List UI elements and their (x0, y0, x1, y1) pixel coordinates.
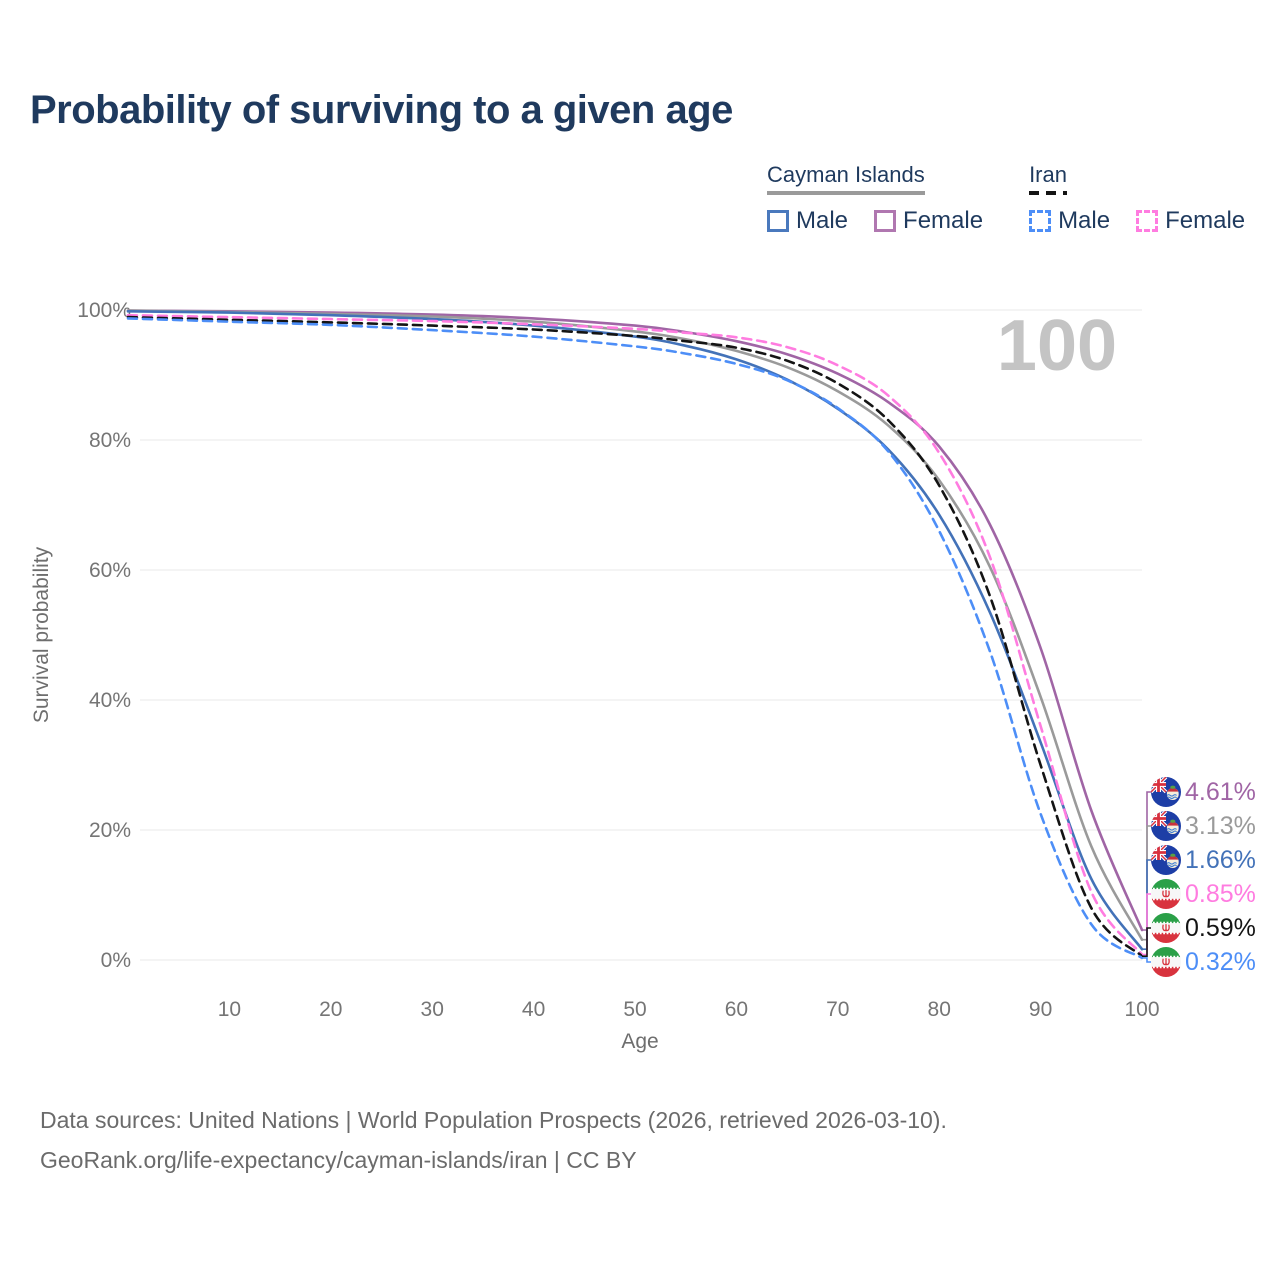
end-connector-iran-female (1142, 893, 1151, 956)
legend-group-cayman-islands: Cayman Islands Male Female (767, 162, 983, 235)
legend-underline-cayman-islands (767, 191, 925, 195)
y-tick-label: 80% (89, 429, 131, 452)
iran-flag-icon (1151, 913, 1181, 943)
cayman-islands-flag-icon (1151, 777, 1181, 807)
y-tick-label: 40% (89, 689, 131, 712)
x-tick-label: 30 (421, 998, 444, 1021)
legend-underline-iran (1029, 191, 1067, 195)
x-tick-label: 10 (218, 998, 241, 1021)
legend-item-label: Female (1165, 207, 1246, 234)
cayman-islands-flag-icon (1151, 845, 1181, 875)
legend: Cayman Islands Male Female Iran (767, 162, 1245, 235)
series-line-iran-male[interactable] (126, 317, 1144, 960)
legend-country-name-cayman-islands: Cayman Islands (767, 162, 925, 187)
legend-country-name-iran: Iran (1029, 162, 1067, 187)
end-value-label-iran-female: 0.85% (1185, 880, 1256, 908)
solid-swatch-icon (874, 210, 897, 232)
y-axis-title: Survival probability (30, 546, 53, 723)
x-tick-label: 70 (826, 998, 849, 1021)
legend-item-cayman-male[interactable]: Male (767, 207, 848, 235)
legend-item-label: Female (903, 207, 984, 234)
legend-item-iran-male[interactable]: Male (1029, 207, 1110, 235)
x-tick-label: 20 (319, 998, 342, 1021)
x-tick-label: 40 (522, 998, 545, 1021)
legend-item-cayman-female[interactable]: Female (874, 207, 983, 235)
page-title: Probability of surviving to a given age (30, 88, 733, 132)
cayman-islands-flag-icon (1151, 811, 1181, 841)
x-tick-label: 50 (623, 998, 646, 1021)
dashed-swatch-icon (1029, 210, 1052, 232)
data-sources-line: Data sources: United Nations | World Pop… (40, 1107, 947, 1133)
y-tick-label: 20% (89, 819, 131, 842)
dashed-swatch-icon (1136, 210, 1159, 232)
legend-item-iran-female[interactable]: Female (1136, 207, 1245, 235)
legend-item-label: Male (1058, 207, 1111, 234)
iran-flag-icon (1151, 879, 1181, 909)
series-line-cayman-islands[interactable] (126, 309, 1144, 941)
x-axis-title: Age (621, 1030, 658, 1053)
end-connector-iran (1142, 927, 1151, 957)
age-watermark: 100 (997, 306, 1117, 386)
y-tick-label: 100% (77, 299, 131, 322)
end-value-label-cayman-islands-male: 1.66% (1185, 846, 1256, 874)
end-value-label-iran: 0.59% (1185, 914, 1256, 942)
end-value-label-iran-male: 0.32% (1185, 948, 1256, 976)
y-tick-label: 60% (89, 559, 131, 582)
x-tick-label: 90 (1029, 998, 1052, 1021)
footer: Data sources: United Nations | World Pop… (40, 1100, 947, 1180)
iran-flag-icon (1151, 947, 1181, 977)
legend-group-iran: Iran Male Female (1029, 162, 1245, 235)
series-line-cayman-islands-female[interactable] (126, 309, 1144, 932)
x-tick-label: 80 (928, 998, 951, 1021)
y-tick-label: 0% (101, 949, 131, 972)
legend-item-label: Male (796, 207, 849, 234)
attribution-line: GeoRank.org/life-expectancy/cayman-islan… (40, 1147, 637, 1173)
series-line-cayman-islands-male[interactable] (126, 310, 1144, 951)
end-value-label-cayman-islands-female: 4.61% (1185, 778, 1256, 806)
x-tick-label: 100 (1124, 998, 1159, 1021)
end-connector-iran-male (1142, 957, 1151, 963)
solid-swatch-icon (767, 210, 789, 232)
end-value-label-cayman-islands: 3.13% (1185, 812, 1256, 840)
x-tick-label: 60 (725, 998, 748, 1021)
series-line-iran-female[interactable] (126, 313, 1144, 956)
series-line-iran[interactable] (126, 315, 1144, 958)
